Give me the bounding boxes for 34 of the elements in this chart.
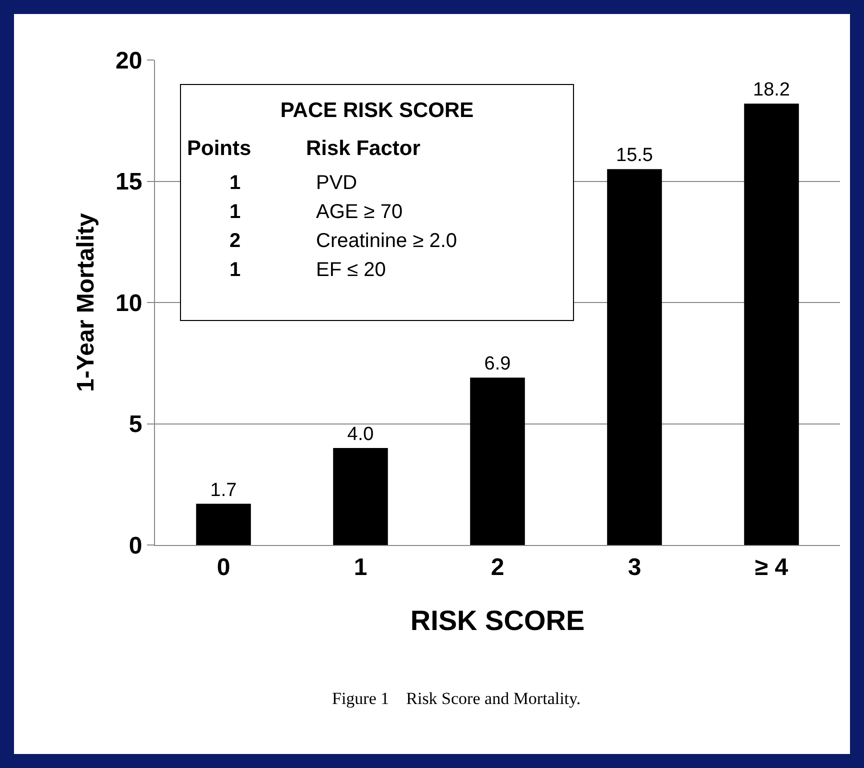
x-tick-label: 3 <box>628 554 642 581</box>
y-axis-title: 1-Year Mortality <box>72 212 100 392</box>
bar <box>333 448 388 545</box>
annotation: PACE RISK SCORE <box>279 99 475 123</box>
y-tick-label: 10 <box>115 290 142 317</box>
annotation: 1 <box>228 172 242 195</box>
annotation: 1 <box>228 201 242 224</box>
bar <box>607 169 662 545</box>
x-axis-title: RISK SCORE <box>410 604 585 636</box>
x-tick-label: 1 <box>354 554 368 581</box>
y-tick-label: 20 <box>115 47 142 74</box>
annotation: Points <box>187 137 252 161</box>
bar <box>470 378 525 545</box>
bar <box>744 104 799 545</box>
data-label: 4.0 <box>347 424 374 445</box>
y-tick-label: 15 <box>115 168 142 196</box>
data-label: 1.7 <box>210 480 237 501</box>
x-tick-label: 0 <box>216 554 230 581</box>
annotation: Risk Factor <box>306 137 420 161</box>
data-label: 15.5 <box>616 145 653 166</box>
bar <box>196 504 251 545</box>
y-tick-label: 5 <box>128 411 142 438</box>
annotation: AGE ≥ 70 <box>316 201 403 224</box>
annotation: 2 <box>228 230 242 253</box>
data-label: 6.9 <box>484 354 511 375</box>
caption: Figure 1 Risk Score and Mortality. <box>332 689 581 708</box>
annotation: 1 <box>228 259 242 282</box>
annotation: Creatinine ≥ 2.0 <box>316 230 458 253</box>
x-tick-label: ≥ 4 <box>754 554 789 581</box>
annotation: EF ≤ 20 <box>316 259 386 282</box>
annotation: PVD <box>316 172 358 195</box>
y-tick-label: 0 <box>128 532 142 560</box>
x-tick-label: 2 <box>490 554 504 581</box>
data-label: 18.2 <box>753 80 790 101</box>
